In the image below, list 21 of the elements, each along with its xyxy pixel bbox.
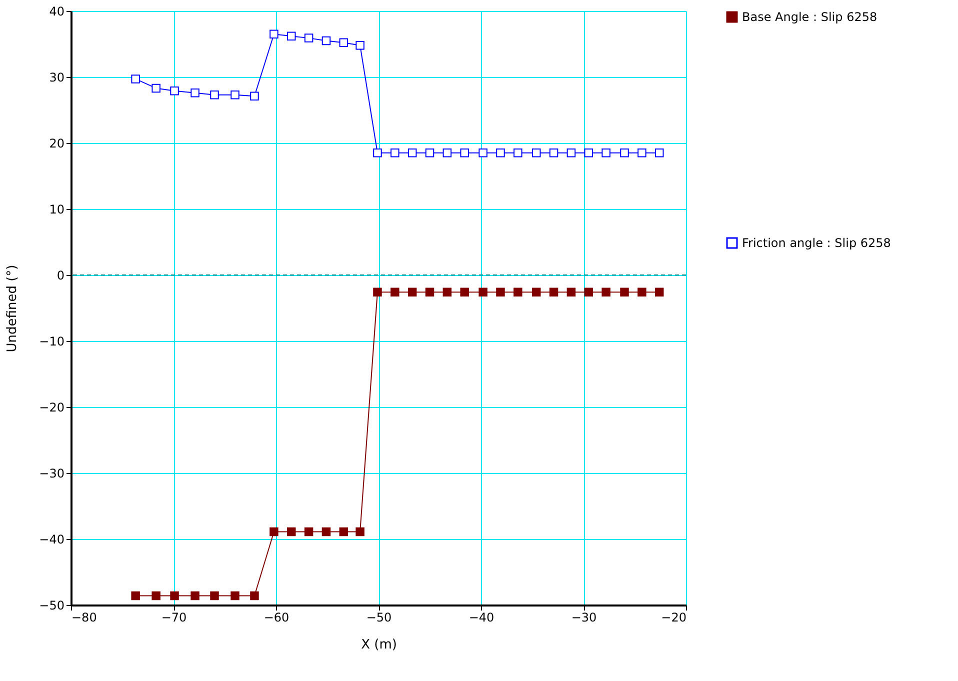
y-tick-label: −20 (39, 400, 64, 414)
y-tick-label: −50 (39, 598, 64, 612)
x-tick-label: −80 (72, 610, 97, 624)
x-tick-label: −40 (468, 610, 494, 624)
legend-label: Friction angle : Slip 6258 (742, 236, 891, 250)
y-tick-label: 10 (49, 202, 64, 216)
x-tick-label: −60 (264, 610, 290, 624)
y-tick-label: −10 (39, 334, 64, 348)
x-tick-label: −70 (161, 610, 187, 624)
y-tick-label: 20 (49, 136, 64, 150)
x-tick-label: −20 (661, 610, 686, 624)
x-tick-label: −50 (366, 610, 392, 624)
y-axis-title: Undefined (°) (5, 264, 20, 352)
y-tick-label: 0 (56, 268, 64, 282)
legend-label: Base Angle : Slip 6258 (742, 10, 878, 24)
y-tick-label: −40 (39, 532, 64, 546)
y-tick-label: 40 (49, 4, 64, 18)
x-tick-label: −30 (571, 610, 597, 624)
x-axis-title: X (m) (361, 638, 397, 652)
y-tick-label: 30 (49, 70, 64, 84)
y-tick-label: −30 (39, 466, 64, 480)
